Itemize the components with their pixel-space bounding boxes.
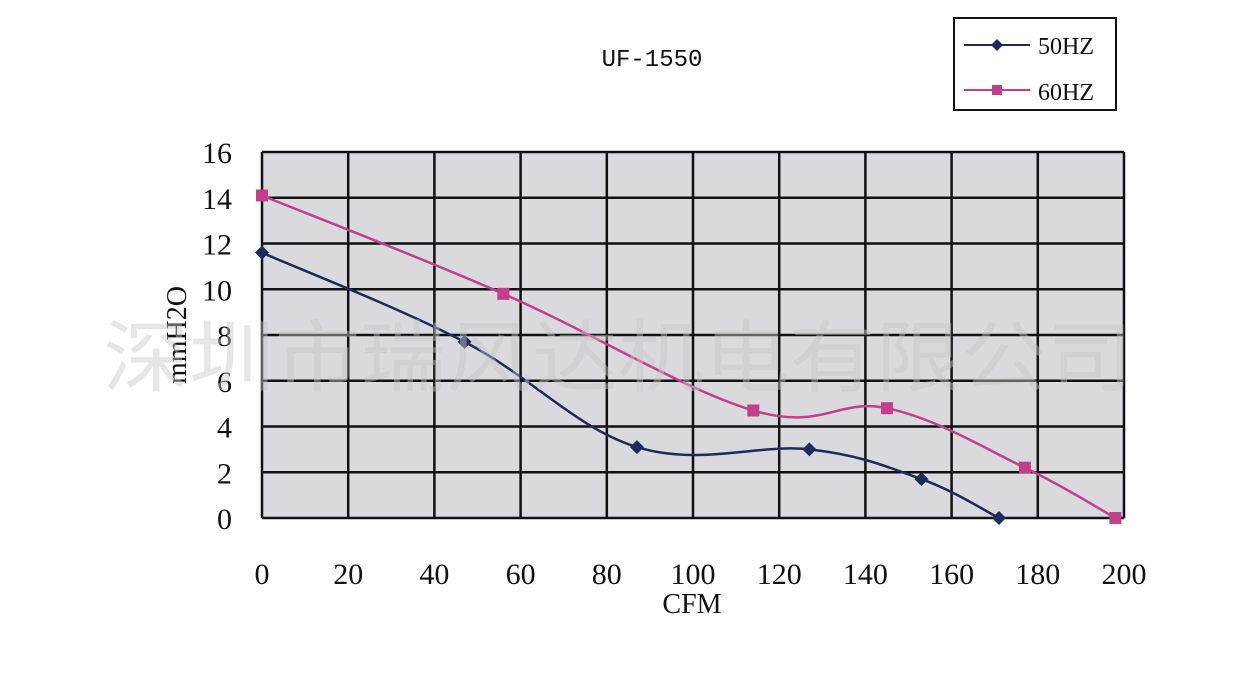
watermark-text: 深圳市瑞风达机电有限公司 xyxy=(103,314,1133,404)
x-tick-label: 180 xyxy=(1015,558,1060,591)
y-tick-label: 0 xyxy=(217,503,232,536)
data-point-50hz xyxy=(629,440,644,455)
y-tick-label: 10 xyxy=(202,274,232,307)
y-tick-label: 14 xyxy=(202,183,232,216)
x-axis-label: CFM xyxy=(662,589,721,620)
y-tick-label: 2 xyxy=(217,457,232,490)
x-tick-label: 60 xyxy=(506,558,536,591)
data-point-60hz xyxy=(1109,512,1122,524)
data-point-60hz xyxy=(1018,461,1031,474)
x-tick-label: 20 xyxy=(333,558,363,591)
legend-label-50hz: 50HZ xyxy=(1038,34,1094,60)
legend-label-60hz: 60HZ xyxy=(1038,80,1094,106)
data-point-60hz xyxy=(497,287,510,300)
y-tick-label: 12 xyxy=(202,229,232,262)
series-layer xyxy=(255,189,1122,525)
y-tick-label: 8 xyxy=(217,320,232,353)
data-point-50hz xyxy=(802,442,817,457)
data-point-50hz xyxy=(457,334,472,349)
y-tick-labels: 0 2 4 6 8 10 12 14 16 xyxy=(202,137,232,536)
data-point-60hz xyxy=(747,404,760,417)
legend-marker-60hz xyxy=(992,85,1002,95)
y-tick-label: 6 xyxy=(217,366,232,399)
y-axis-label: mmH2O xyxy=(162,286,193,384)
x-tick-label: 0 xyxy=(255,558,270,591)
x-tick-label: 120 xyxy=(757,558,802,591)
x-tick-label: 100 xyxy=(671,558,716,591)
x-tick-label: 40 xyxy=(419,558,449,591)
data-point-60hz xyxy=(880,402,893,415)
data-point-50hz xyxy=(992,511,1007,525)
data-point-60hz xyxy=(256,189,268,202)
x-tick-label: 80 xyxy=(592,558,622,591)
legend-marker-50hz xyxy=(991,39,1003,51)
y-tick-label: 4 xyxy=(217,412,232,445)
y-tick-label: 16 xyxy=(202,137,232,170)
legend-box xyxy=(953,17,1117,111)
grid xyxy=(260,150,1126,520)
x-tick-label: 160 xyxy=(929,558,974,591)
legend: 50HZ 60HZ xyxy=(953,17,1117,111)
x-tick-label: 140 xyxy=(843,558,888,591)
chart-title: UF-1550 xyxy=(602,47,703,74)
x-tick-label: 200 xyxy=(1102,558,1147,591)
data-point-50hz xyxy=(914,472,929,487)
data-point-50hz xyxy=(255,245,269,260)
x-tick-labels: 0 20 40 60 80 100 120 140 160 180 200 xyxy=(255,558,1147,591)
